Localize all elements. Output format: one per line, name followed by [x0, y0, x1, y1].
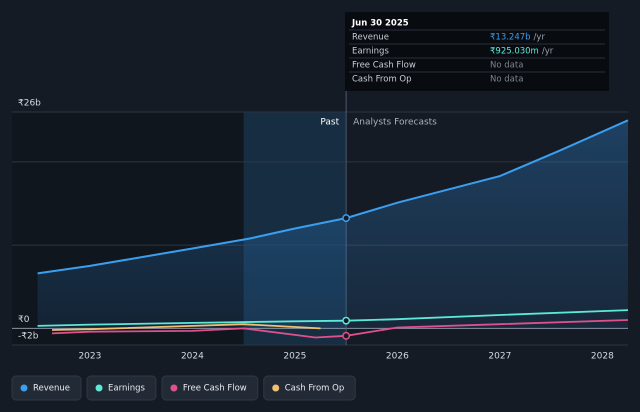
x-tick-label: 2028 — [591, 352, 614, 362]
x-tick-label: 2026 — [386, 352, 409, 362]
tooltip-label: Earnings — [352, 47, 389, 57]
tooltip: Jun 30 2025 Revenue ₹13.247b/yr Earnings ₹92… — [345, 12, 609, 91]
legend-box — [263, 375, 356, 401]
marker — [342, 316, 351, 325]
line — [51, 319, 629, 339]
tooltip-value: ₹925.030m — [490, 47, 539, 57]
legend-box — [161, 375, 259, 401]
legend-item[interactable]: Earnings — [86, 375, 157, 401]
forecast-label: Analysts Forecasts — [353, 118, 437, 128]
y-tick-label: ₹0 — [18, 315, 30, 325]
x-tick-label: 2023 — [78, 352, 101, 362]
tooltip-box — [345, 12, 609, 91]
line — [51, 323, 321, 331]
legend-box — [86, 375, 157, 401]
legend-label: Revenue — [33, 384, 70, 394]
legend-item[interactable]: Revenue — [11, 375, 82, 401]
legend-item[interactable]: Cash From Op — [263, 375, 356, 401]
x-tick-label: 2024 — [181, 352, 204, 362]
tooltip-value: No data — [490, 75, 523, 85]
tooltip-value: No data — [490, 61, 523, 71]
past-label: Past — [320, 118, 339, 128]
tooltip-label: Revenue — [352, 33, 389, 43]
x-tick-label: 2027 — [488, 352, 511, 362]
legend-swatch — [20, 384, 28, 392]
legend-swatch — [272, 384, 280, 392]
legend-label: Earnings — [108, 384, 145, 394]
line — [37, 119, 629, 275]
legend-swatch — [95, 384, 103, 392]
legend-box — [11, 375, 82, 401]
marker — [342, 331, 351, 340]
area — [37, 120, 629, 329]
tooltip-label: Free Cash Flow — [352, 61, 416, 71]
tooltip-unit: /yr — [542, 47, 554, 57]
marker — [342, 214, 351, 223]
tooltip-value: ₹13.247b — [490, 33, 531, 43]
plot: ₹26b ₹0 -₹2b 2023 2024 2025 2026 2027 2028 Past An… — [12, 12, 629, 362]
tooltip-date: Jun 30 2025 — [351, 19, 409, 29]
tooltip-unit: /yr — [534, 33, 546, 43]
legend: Revenue Earnings Free Cash Flow Cash From O… — [11, 375, 356, 401]
legend-label: Cash From Op — [285, 384, 345, 394]
tooltip-label: Cash From Op — [352, 75, 412, 85]
line — [37, 309, 629, 327]
legend-item[interactable]: Free Cash Flow — [161, 375, 259, 401]
legend-swatch — [170, 384, 178, 392]
x-tick-label: 2025 — [283, 352, 306, 362]
legend-label: Free Cash Flow — [183, 384, 247, 394]
y-tick-label: -₹2b — [18, 332, 39, 342]
y-tick-label: ₹26b — [18, 99, 41, 109]
